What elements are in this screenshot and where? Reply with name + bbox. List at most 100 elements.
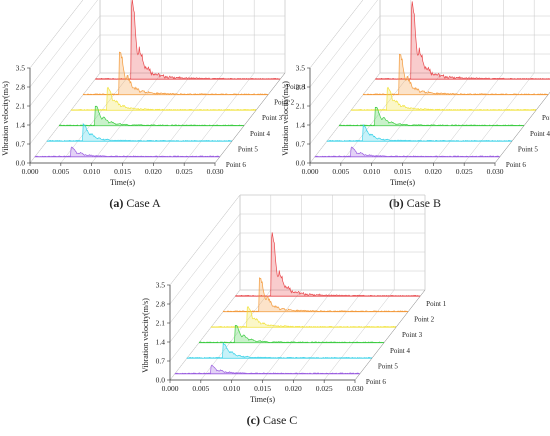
series-fill xyxy=(363,54,549,95)
x-axis-title: Time(s) xyxy=(390,178,415,187)
series-fill xyxy=(235,232,421,297)
series-label: Point 4 xyxy=(390,347,411,355)
floor-grid xyxy=(262,289,333,381)
panel-caption: (a) Case A xyxy=(109,196,161,210)
series-line xyxy=(210,306,397,328)
left-grid-h xyxy=(169,251,241,343)
floor-grid xyxy=(463,72,535,164)
series-line xyxy=(174,364,360,375)
left-grid-h xyxy=(29,34,101,126)
series-label: Point 3 xyxy=(402,331,423,339)
series-label: Point 5 xyxy=(378,362,399,370)
floor-grid xyxy=(183,72,255,164)
series-line xyxy=(362,53,549,96)
floor-grid xyxy=(371,72,442,164)
caption-letter: (b) xyxy=(389,196,404,210)
series-fill xyxy=(339,107,524,126)
series-line xyxy=(222,277,409,313)
floor-grid xyxy=(323,289,395,381)
series-line xyxy=(326,123,513,142)
x-tick-label: 0.015 xyxy=(254,384,271,393)
x-tick-label: 0.020 xyxy=(145,167,162,176)
caption-text: Case C xyxy=(260,413,297,427)
series-fill xyxy=(186,343,372,359)
x-tick-label: 0.025 xyxy=(316,384,333,393)
x-axis-title: Time(s) xyxy=(250,395,275,404)
depth-axis-line xyxy=(214,72,286,164)
series-label: Point 4 xyxy=(530,130,550,138)
panel-caption: (b) Case B xyxy=(389,196,441,210)
y-tick-label: 2.1 xyxy=(156,319,166,328)
series-label: Point 1 xyxy=(286,83,307,91)
floor-grid xyxy=(402,72,473,164)
y-tick-label: 2.8 xyxy=(16,83,26,92)
left-grid-h xyxy=(169,213,241,305)
y-tick-label: 0.7 xyxy=(296,140,306,149)
series-label: Point 2 xyxy=(274,99,295,107)
series-fill xyxy=(375,1,550,80)
x-tick-label: 0.015 xyxy=(394,167,411,176)
y-tick-label: 2.8 xyxy=(156,300,166,309)
left-grid-h xyxy=(309,0,364,69)
series-label: Point 3 xyxy=(542,114,550,122)
series-label: Point 6 xyxy=(366,378,387,386)
y-tick-label: 1.4 xyxy=(296,121,306,130)
floor-grid xyxy=(29,72,101,164)
left-grid-h xyxy=(29,0,98,88)
y-tick-label: 3.5 xyxy=(16,64,26,73)
left-grid-h xyxy=(309,53,381,145)
x-tick-label: 0.010 xyxy=(223,384,240,393)
y-axis-title: Vibration velocity(m/s) xyxy=(141,298,150,373)
x-tick-label: 0.025 xyxy=(456,167,473,176)
x-tick-label: 0.000 xyxy=(162,384,179,393)
caption-text: Case A xyxy=(123,196,161,210)
x-tick-label: 0.020 xyxy=(285,384,302,393)
x-tick-label: 0.020 xyxy=(425,167,442,176)
y-axis-title: Vibration velocity(m/s) xyxy=(281,81,290,156)
series-line xyxy=(198,324,385,344)
y-tick-label: 2.8 xyxy=(296,83,306,92)
left-grid-h xyxy=(29,15,101,107)
depth-axis-line xyxy=(354,289,426,381)
x-tick-label: 0.005 xyxy=(52,167,69,176)
series-line xyxy=(58,105,245,127)
left-grid-h xyxy=(309,0,378,88)
x-tick-label: 0.025 xyxy=(176,167,193,176)
series-fill xyxy=(83,52,269,95)
caption-letter: (a) xyxy=(109,196,123,210)
y-tick-label: 1.4 xyxy=(156,338,166,347)
left-grid-h xyxy=(169,232,241,324)
floor-grid xyxy=(231,289,302,381)
x-tick-label: 0.010 xyxy=(363,167,380,176)
left-grid-h xyxy=(169,270,241,362)
left-grid-h xyxy=(169,194,241,286)
depth-axis-line xyxy=(494,91,550,164)
left-grid-h xyxy=(309,15,381,107)
series-fill xyxy=(211,306,396,328)
y-tick-label: 0.0 xyxy=(16,159,26,168)
y-tick-label: 3.5 xyxy=(156,281,166,290)
series-label: Point 5 xyxy=(238,145,259,153)
caption-letter: (c) xyxy=(247,413,260,427)
x-tick-label: 0.010 xyxy=(83,167,100,176)
y-tick-label: 1.4 xyxy=(16,121,26,130)
series-fill xyxy=(199,325,384,343)
series-fill xyxy=(314,147,500,157)
series-line xyxy=(314,146,500,158)
y-axis-title: Vibration velocity(m/s) xyxy=(1,81,10,156)
y-tick-label: 2.1 xyxy=(16,102,26,111)
caption-text: Case B xyxy=(404,196,441,210)
series-line xyxy=(34,146,220,158)
left-grid-h xyxy=(309,34,381,126)
x-tick-label: 0.030 xyxy=(487,167,504,176)
panel-caption: (c) Case C xyxy=(247,413,298,427)
y-tick-label: 2.1 xyxy=(296,102,306,111)
floor-grid xyxy=(153,72,224,164)
floor-grid xyxy=(91,72,162,164)
series-label: Point 4 xyxy=(250,130,271,138)
series-line xyxy=(46,122,233,142)
